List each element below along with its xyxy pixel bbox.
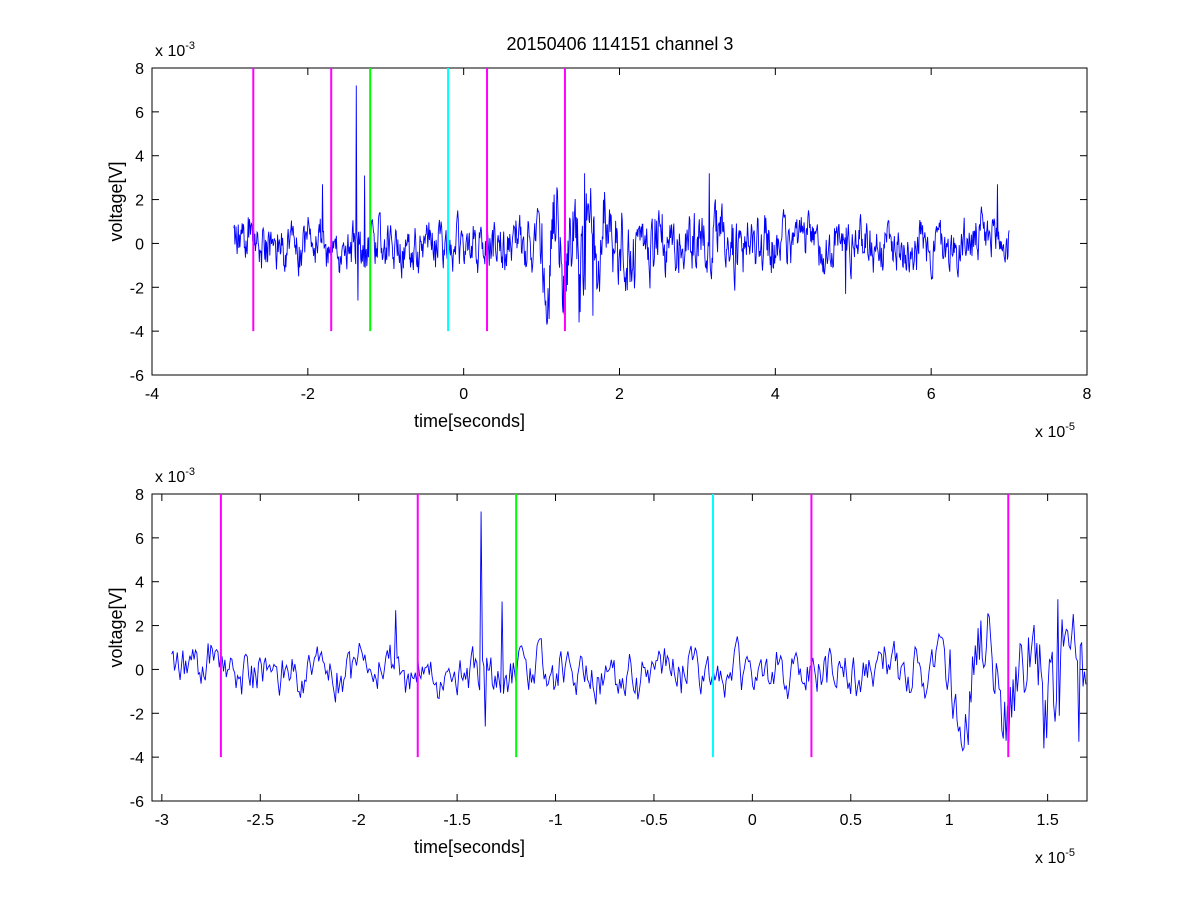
x-exponent-label: x 10-5: [1035, 847, 1075, 867]
y-tick-label: 8: [135, 61, 144, 78]
x-exponent-power: -5: [1065, 421, 1075, 433]
y-tick-label: 4: [135, 575, 144, 592]
y-tick-label: -4: [130, 324, 144, 341]
x-tick-label: 6: [927, 386, 936, 403]
x-tick-label: 1.5: [1037, 812, 1059, 829]
x-tick-label: 1: [945, 812, 954, 829]
x-tick-label: -0.5: [640, 812, 668, 829]
y-tick-label: 2: [135, 193, 144, 210]
y-exponent-label: x 10-3: [155, 40, 195, 60]
x-tick-label: -4: [145, 386, 159, 403]
x-axis-label: time[seconds]: [414, 837, 525, 857]
x-tick-label: 2: [615, 386, 624, 403]
y-tick-label: 0: [135, 662, 144, 679]
x-tick-label: -2: [301, 386, 315, 403]
axes-box: [151, 493, 1088, 802]
y-exponent-power: -3: [185, 40, 195, 52]
x-tick-label: 8: [1083, 386, 1092, 403]
y-exponent-power: -3: [185, 466, 195, 478]
y-tick-label: 2: [135, 619, 144, 636]
x-exponent-label: x 10-5: [1035, 421, 1075, 441]
x-tick-label: 4: [771, 386, 780, 403]
y-tick-label: 4: [135, 149, 144, 166]
x-tick-label: -2: [352, 812, 366, 829]
y-exponent-label: x 10-3: [155, 466, 195, 486]
x-tick-label: -1: [548, 812, 562, 829]
figure-title: 20150406 114151 channel 3: [507, 34, 734, 54]
bottom-plot: -3 -2.5 -2 -1.5 -1 -0.5 0 0.5 1 1.5 -6 -4 -2 0 2 4 6 8 x 1…: [106, 466, 1088, 867]
y-axis-label: voltage[V]: [106, 587, 126, 667]
x-tick-label: -2.5: [246, 812, 274, 829]
x-tick-label: 0.5: [840, 812, 862, 829]
x-tick-label: -3: [155, 812, 169, 829]
x-axis-label: time[seconds]: [414, 411, 525, 431]
y-axis-label: voltage[V]: [106, 161, 126, 241]
x-tick-label: 0: [459, 386, 468, 403]
y-tick-label: 6: [135, 531, 144, 548]
signal-trace: [171, 511, 1087, 752]
y-tick-label: 0: [135, 236, 144, 253]
y-tick-label: -4: [130, 750, 144, 767]
y-tick-label: 6: [135, 105, 144, 122]
y-tick-label: -6: [130, 794, 144, 811]
y-tick-label: -2: [130, 280, 144, 297]
y-tick-label: -6: [130, 368, 144, 385]
signal-trace: [233, 85, 1010, 325]
axes-box: [151, 67, 1088, 376]
y-tick-label: -2: [130, 706, 144, 723]
x-exponent-power: -5: [1065, 847, 1075, 859]
x-tick-label: -1.5: [443, 812, 471, 829]
y-tick-label: 8: [135, 487, 144, 504]
x-tick-label: 0: [748, 812, 757, 829]
